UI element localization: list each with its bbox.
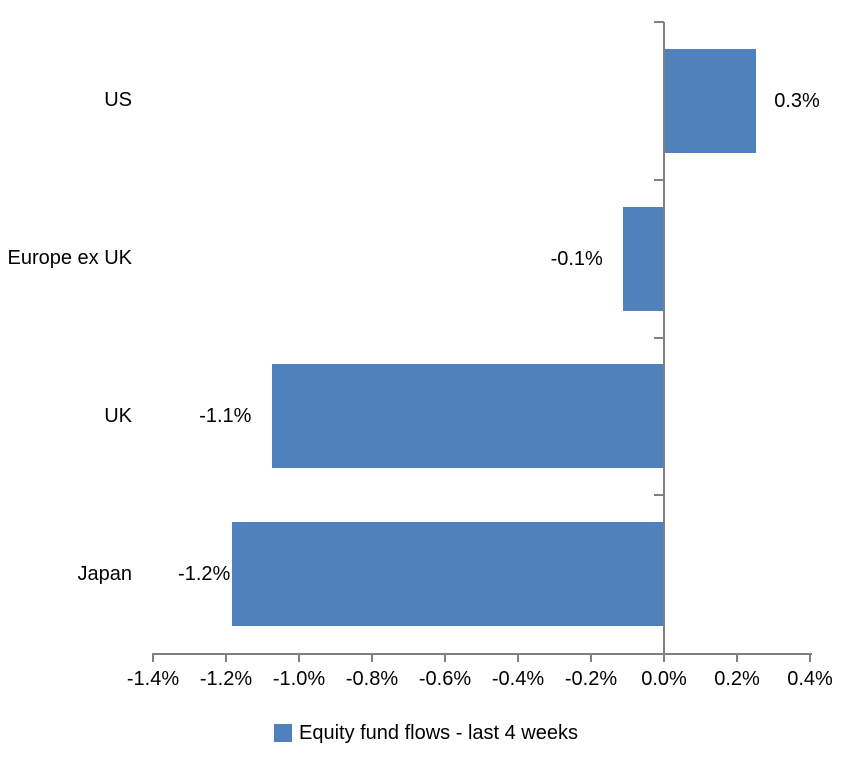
category-label: UK [104,404,132,427]
x-tick-label: 0.2% [714,668,760,690]
x-tick [517,655,519,662]
x-tick [298,655,300,662]
bar [272,364,663,469]
x-tick [371,655,373,662]
legend: Equity fund flows - last 4 weeks [0,719,852,747]
category-tick [654,21,664,23]
category-tick [654,178,664,181]
x-tick-label: -0.6% [418,668,472,690]
bar [232,522,663,627]
data-label: -1.1% [199,405,252,428]
legend-label: Equity fund flows - last 4 weeks [298,721,578,744]
x-tick-label: 0.0% [641,668,687,690]
x-tick [663,655,665,662]
x-tick [590,655,592,662]
x-tick-label: 0.4% [787,668,833,690]
x-tick-label: -1.0% [272,668,326,690]
x-tick-label: -0.8% [345,668,399,690]
category-label: Europe ex UK [7,247,132,270]
y-axis-line [663,22,665,655]
bar [622,206,663,311]
x-tick-label: -0.2% [564,668,618,690]
data-label: -0.1% [550,247,603,270]
x-tick [152,655,154,662]
x-tick-label: -1.2% [199,668,253,690]
x-tick [225,655,227,662]
category-tick [654,494,664,497]
bar [665,48,757,153]
x-tick-label: -0.4% [491,668,545,690]
x-axis-line [152,653,812,655]
x-tick-label: -1.4% [126,668,180,690]
data-label: -1.2% [178,563,231,586]
category-label: Japan [77,562,133,585]
x-tick [444,655,446,662]
category-label: US [104,89,132,112]
legend-swatch-icon [273,724,292,742]
x-tick [736,655,738,662]
x-tick [809,655,811,662]
data-label: 0.3% [774,89,820,112]
category-tick [654,336,664,339]
